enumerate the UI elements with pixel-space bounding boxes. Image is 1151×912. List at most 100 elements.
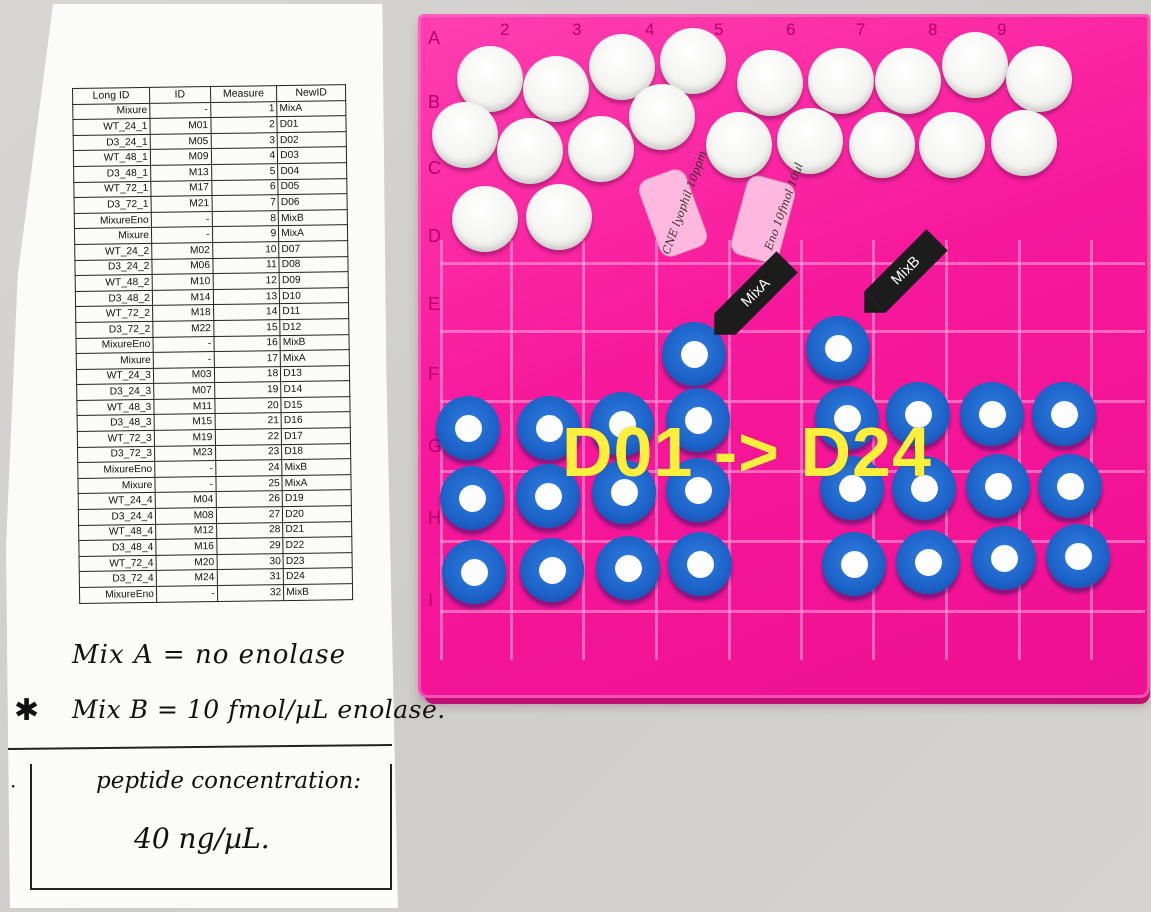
new-id-cell: MixB — [278, 209, 348, 226]
long-id-cell: D3_72_4 — [79, 570, 157, 588]
measure-cell: 12 — [212, 272, 280, 290]
rack-column-label: 9 — [997, 20, 1007, 39]
id-cell: M07 — [153, 382, 215, 400]
rack-grid-line — [655, 240, 658, 660]
sample-range-overlay: D01 -> D24 — [562, 413, 932, 491]
new-id-cell: MixB — [283, 583, 353, 601]
long-id-cell: D3_48_2 — [75, 290, 153, 307]
id-cell: M09 — [150, 148, 212, 166]
white-vial-cap — [875, 48, 941, 114]
rack-column-label: 4 — [645, 20, 655, 39]
new-id-cell: D17 — [281, 427, 351, 445]
white-vial-cap — [706, 112, 772, 178]
rack-grid-line — [945, 240, 948, 660]
id-cell: - — [152, 336, 214, 353]
id-cell: M13 — [150, 164, 212, 181]
rack-grid-line — [872, 240, 875, 660]
header-long-id: Long ID — [72, 87, 150, 105]
rack-column-label: 6 — [786, 20, 796, 39]
white-vial-cap — [1006, 46, 1072, 112]
blue-vial-cap — [1032, 382, 1096, 446]
blue-vial-cap — [806, 316, 870, 380]
new-id-cell: D05 — [278, 178, 348, 195]
blue-vial-cap — [960, 382, 1024, 446]
rack-column-label: 7 — [856, 20, 866, 39]
id-cell: M11 — [153, 398, 215, 415]
new-id-cell: D06 — [278, 193, 348, 211]
long-id-cell: WT_48_4 — [78, 524, 156, 541]
blue-vial-cap — [815, 386, 879, 450]
new-id-cell: D07 — [278, 240, 348, 258]
rack-grid-line — [510, 240, 513, 660]
rack-row-label: F — [428, 364, 439, 384]
rack-column-label: 8 — [928, 20, 938, 39]
long-id-cell: WT_48_3 — [76, 399, 154, 416]
id-cell: M22 — [152, 320, 214, 337]
new-id-cell: D18 — [281, 443, 351, 460]
long-id-cell: D3_24_3 — [76, 383, 154, 401]
id-cell: M16 — [155, 538, 217, 556]
measure-cell: 23 — [215, 444, 282, 461]
blue-vial-cap — [896, 530, 960, 594]
id-cell: M12 — [155, 523, 217, 540]
header-new-id: NewID — [276, 84, 346, 102]
rack-column-label: 2 — [500, 20, 510, 39]
measure-cell: 28 — [216, 522, 284, 539]
id-cell: M02 — [151, 242, 213, 259]
id-cell: M08 — [155, 507, 217, 525]
id-cell: M17 — [150, 180, 212, 197]
measure-cell: 31 — [216, 569, 284, 586]
blue-vial-cap — [822, 532, 886, 596]
measure-cell: 20 — [214, 397, 282, 415]
long-id-cell: WT_24_2 — [74, 243, 152, 261]
long-id-cell: WT_72_1 — [73, 180, 151, 198]
blue-vial-cap — [1038, 454, 1102, 518]
new-id-cell: D01 — [277, 115, 347, 133]
id-cell: - — [154, 460, 216, 478]
blue-vial-cap — [520, 538, 584, 602]
id-cell: M15 — [153, 414, 215, 431]
rack-grid-line — [440, 330, 1145, 333]
new-id-cell: D02 — [277, 131, 347, 149]
white-vial-cap — [808, 48, 874, 114]
long-id-cell: WT_24_1 — [72, 118, 150, 136]
measure-cell: 17 — [213, 350, 281, 368]
measure-cell: 21 — [214, 413, 282, 430]
id-cell: M20 — [155, 554, 217, 571]
white-vial-cap — [737, 50, 803, 116]
blue-vial-cap — [596, 536, 660, 600]
concentration-value: 40 ng/µL. — [134, 822, 270, 855]
long-id-cell: WT_72_4 — [79, 555, 157, 572]
blue-vial-cap — [820, 456, 884, 520]
id-cell: M03 — [153, 367, 215, 384]
id-cell: M24 — [156, 569, 217, 587]
new-id-cell: MixB — [281, 458, 351, 476]
id-cell: M19 — [154, 429, 216, 447]
long-id-cell: WT_72_3 — [77, 430, 155, 448]
rack-row-label: D — [428, 226, 441, 246]
rack-column-label: 3 — [572, 20, 582, 39]
new-id-cell: MixA — [276, 100, 346, 117]
new-id-cell: MixA — [280, 349, 350, 367]
new-id-cell: D21 — [282, 521, 352, 538]
white-vial-cap — [452, 186, 518, 252]
rack-grid-line — [440, 262, 1145, 265]
measure-cell: 3 — [210, 132, 278, 149]
mix-b-note: Mix B = 10 fmol/µL enolase. — [72, 695, 446, 724]
new-id-cell: MixA — [278, 225, 348, 242]
rack-row-label: B — [428, 92, 441, 112]
long-id-cell: WT_48_1 — [73, 149, 151, 167]
concentration-title: peptide concentration: — [96, 768, 362, 794]
dot-mark: · — [10, 774, 17, 798]
white-vial-cap — [849, 112, 915, 178]
id-cell: M23 — [154, 445, 216, 462]
rack-grid-line — [440, 470, 1145, 473]
long-id-cell: MixureEno — [75, 336, 154, 354]
new-id-cell: MixB — [280, 334, 350, 351]
id-cell: - — [151, 226, 213, 244]
long-id-cell: D3_72_2 — [75, 321, 153, 338]
measure-cell: 24 — [215, 459, 283, 477]
id-cell: - — [149, 102, 211, 119]
white-vial-cap — [942, 32, 1008, 98]
white-vial-cap — [568, 116, 634, 182]
